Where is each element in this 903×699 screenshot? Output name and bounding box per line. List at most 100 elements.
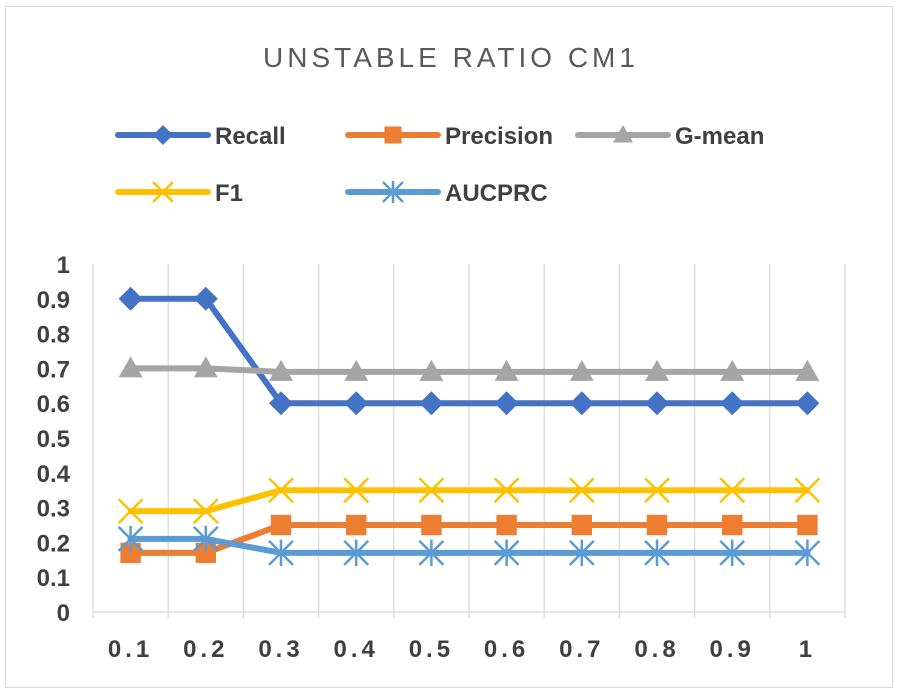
legend-label: Precision xyxy=(445,123,553,150)
legend-item: AUCPRC xyxy=(345,180,548,207)
data-point xyxy=(568,477,595,504)
data-point xyxy=(494,359,519,381)
axes: 0 0.1 0.2 0.3 0.4 0.5 0.6 0.7 0.8 0.9 1 0.1 0.2 0.3 0.… xyxy=(37,252,846,663)
data-point xyxy=(152,181,174,203)
legend-item: F1 xyxy=(115,180,243,207)
series-line xyxy=(127,365,811,375)
x-tick-label: 1 xyxy=(799,636,816,663)
data-point xyxy=(645,359,669,381)
data-point xyxy=(346,514,367,536)
data-point xyxy=(496,514,517,536)
y-tick-label: 0.5 xyxy=(37,426,70,453)
chart-title: UNSTABLE RATIO CM1 xyxy=(263,42,639,73)
y-tick-label: 0.2 xyxy=(37,530,70,557)
y-tick-label: 0.4 xyxy=(37,461,71,488)
y-tick-label: 0.1 xyxy=(37,565,70,592)
data-point xyxy=(418,477,445,504)
data-point xyxy=(493,539,520,567)
y-tick-label: 0.9 xyxy=(37,287,70,314)
data-point xyxy=(568,539,595,567)
y-tick-label: 0.6 xyxy=(37,391,70,418)
data-point xyxy=(195,542,216,564)
data-point xyxy=(646,514,668,536)
series-g-mean xyxy=(118,356,820,381)
x-tick-label: 0.6 xyxy=(484,636,529,663)
data-point xyxy=(795,391,820,416)
y-tick-label: 0 xyxy=(57,600,70,627)
chart-frame xyxy=(5,6,893,688)
series-line xyxy=(127,295,811,407)
legend-label: AUCPRC xyxy=(445,180,548,207)
data-point xyxy=(494,391,519,416)
y-tick-label: 0.3 xyxy=(37,496,70,523)
x-tick-label: 0.8 xyxy=(634,636,679,663)
data-point xyxy=(192,525,219,553)
data-point xyxy=(719,477,746,504)
data-point xyxy=(493,477,520,504)
series-recall xyxy=(118,286,820,416)
x-tick-label: 0.9 xyxy=(710,636,755,663)
data-point xyxy=(343,539,370,567)
y-tick-label: 1 xyxy=(57,252,70,279)
x-tick-label: 0.1 xyxy=(108,636,153,663)
data-point xyxy=(421,514,442,536)
data-point xyxy=(153,125,173,145)
data-point xyxy=(571,514,592,536)
data-point xyxy=(269,391,293,416)
legend: Recall Precision G-mean F1 AUCPRC xyxy=(115,123,764,207)
x-tick-label: 0.2 xyxy=(183,636,228,663)
data-point xyxy=(268,477,294,504)
data-point xyxy=(794,539,821,567)
data-point xyxy=(797,514,818,536)
legend-label: G-mean xyxy=(675,123,764,150)
data-point xyxy=(193,356,218,378)
x-tick-label: 0.3 xyxy=(258,636,303,663)
data-point xyxy=(344,359,369,381)
x-tick-label: 0.7 xyxy=(559,636,604,663)
series-precision xyxy=(120,514,818,564)
data-point xyxy=(722,514,743,536)
data-point xyxy=(193,286,218,311)
data-point xyxy=(644,477,670,504)
data-point xyxy=(344,391,369,416)
data-point xyxy=(418,539,445,567)
y-tick-label: 0.7 xyxy=(37,356,70,383)
data-point xyxy=(382,181,404,203)
data-point xyxy=(719,539,746,567)
data-point xyxy=(118,356,143,378)
data-point xyxy=(270,514,292,536)
data-point xyxy=(644,539,670,567)
data-point xyxy=(613,125,633,143)
series-line xyxy=(127,535,811,556)
legend-label: Recall xyxy=(215,123,286,150)
data-point xyxy=(269,359,293,381)
series-layer xyxy=(117,286,821,567)
data-point xyxy=(118,286,143,311)
legend-item: Precision xyxy=(345,123,553,150)
data-point xyxy=(569,391,594,416)
data-point xyxy=(343,477,370,504)
series-line xyxy=(127,522,811,556)
series-line xyxy=(127,487,811,515)
data-point xyxy=(120,542,141,564)
data-point xyxy=(419,359,444,381)
data-point xyxy=(795,359,820,381)
data-point xyxy=(645,391,669,416)
data-point xyxy=(117,525,144,553)
y-tick-label: 0.8 xyxy=(37,322,70,349)
legend-item: Recall xyxy=(115,123,286,150)
data-point xyxy=(794,477,821,504)
data-point xyxy=(117,498,144,524)
legend-item: G-mean xyxy=(575,123,764,150)
data-point xyxy=(419,391,444,416)
data-point xyxy=(384,126,402,144)
data-point xyxy=(720,391,745,416)
series-f1 xyxy=(117,477,821,524)
x-tick-label: 0.4 xyxy=(334,636,379,663)
legend-label: F1 xyxy=(215,180,243,207)
data-point xyxy=(720,359,745,381)
x-tick-label: 0.5 xyxy=(409,636,454,663)
series-aucprc xyxy=(117,525,821,567)
data-point xyxy=(268,539,294,567)
